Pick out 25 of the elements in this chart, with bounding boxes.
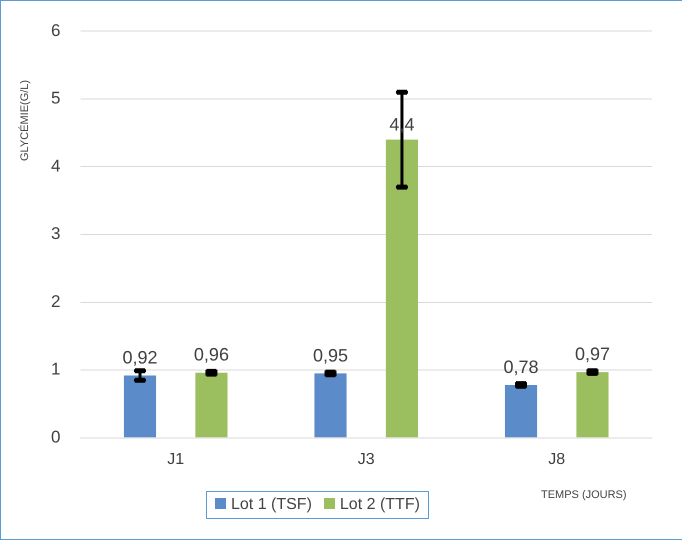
x-tick-label: J8: [548, 450, 566, 468]
x-tick-label: J3: [358, 450, 375, 468]
y-tick-label: 2: [50, 292, 60, 311]
y-tick-label: 1: [50, 360, 60, 379]
legend-label: Lot 2 (TTF): [338, 496, 420, 514]
data-label: 0,92: [122, 347, 158, 368]
y-tick-label: 6: [50, 20, 60, 40]
bar: [195, 372, 228, 438]
bar: [124, 375, 156, 438]
bar: [314, 373, 347, 438]
data-label: 0,95: [312, 345, 348, 366]
y-tick-label: 3: [50, 224, 60, 244]
data-label: 0,96: [194, 344, 229, 365]
y-axis-title: GLYCÉMIE(G/L): [19, 80, 31, 161]
legend-label: Lot 1 (TSF): [230, 496, 312, 514]
bar: [386, 140, 418, 438]
bar: [504, 384, 538, 438]
y-tick-label: 5: [50, 88, 60, 108]
data-label: 0,78: [503, 356, 539, 377]
bar: [576, 372, 609, 438]
y-tick-label: 4: [50, 156, 60, 176]
x-tick-label: J1: [167, 450, 184, 468]
y-tick-label: 0: [50, 427, 60, 446]
data-label: 0,97: [574, 344, 610, 364]
x-axis-title: TEMPS (JOURS): [541, 489, 627, 501]
